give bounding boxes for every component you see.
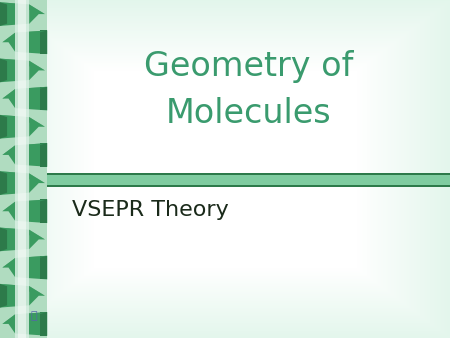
Polygon shape xyxy=(29,173,45,193)
Polygon shape xyxy=(2,145,15,165)
Polygon shape xyxy=(2,33,15,52)
Polygon shape xyxy=(40,143,47,167)
Bar xyxy=(47,175,450,185)
Polygon shape xyxy=(0,171,7,195)
Polygon shape xyxy=(40,199,47,223)
Text: VSEPR Theory: VSEPR Theory xyxy=(72,200,229,220)
Polygon shape xyxy=(0,58,7,82)
Polygon shape xyxy=(2,258,15,277)
Text: Molecules: Molecules xyxy=(166,97,332,130)
Polygon shape xyxy=(2,199,47,211)
Polygon shape xyxy=(29,117,45,136)
Polygon shape xyxy=(40,312,47,336)
Polygon shape xyxy=(15,143,47,167)
Polygon shape xyxy=(0,115,29,139)
Bar xyxy=(47,185,450,187)
Polygon shape xyxy=(0,171,29,195)
Polygon shape xyxy=(40,87,47,111)
Polygon shape xyxy=(2,143,47,155)
Polygon shape xyxy=(40,30,47,54)
Polygon shape xyxy=(2,314,15,334)
Polygon shape xyxy=(0,58,45,70)
Bar xyxy=(18,0,26,338)
Polygon shape xyxy=(29,61,45,80)
Bar xyxy=(0,0,47,338)
Polygon shape xyxy=(15,30,47,54)
Bar xyxy=(47,173,450,175)
Polygon shape xyxy=(2,89,15,108)
Polygon shape xyxy=(15,87,47,111)
Polygon shape xyxy=(0,115,45,127)
Polygon shape xyxy=(2,312,47,324)
Polygon shape xyxy=(0,227,7,251)
Polygon shape xyxy=(0,284,45,296)
Polygon shape xyxy=(0,58,29,82)
Polygon shape xyxy=(40,256,47,280)
Polygon shape xyxy=(29,4,45,24)
Polygon shape xyxy=(0,284,29,308)
Polygon shape xyxy=(0,2,7,26)
Polygon shape xyxy=(0,2,45,14)
Bar xyxy=(15,0,29,338)
Text: 🔈: 🔈 xyxy=(30,311,37,321)
Polygon shape xyxy=(29,230,45,249)
Polygon shape xyxy=(0,115,7,139)
Polygon shape xyxy=(0,2,29,26)
Polygon shape xyxy=(2,202,15,221)
Polygon shape xyxy=(2,87,47,99)
Text: Geometry of: Geometry of xyxy=(144,50,353,83)
Polygon shape xyxy=(2,256,47,268)
Polygon shape xyxy=(0,227,45,239)
Polygon shape xyxy=(0,284,7,308)
Polygon shape xyxy=(0,227,29,251)
Polygon shape xyxy=(2,30,47,42)
Polygon shape xyxy=(15,256,47,280)
Polygon shape xyxy=(0,171,45,183)
Polygon shape xyxy=(29,286,45,305)
Polygon shape xyxy=(15,312,47,336)
Polygon shape xyxy=(15,199,47,223)
